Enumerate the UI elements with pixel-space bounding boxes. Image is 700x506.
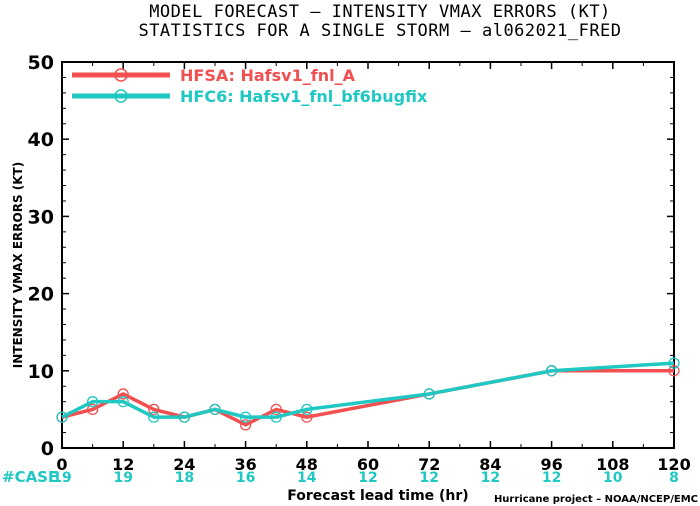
case-count: 12 xyxy=(358,470,377,486)
x-tick-label: 96 xyxy=(540,455,562,474)
x-tick-label: 84 xyxy=(479,455,501,474)
chart-title: MODEL FORECAST – INTENSITY VMAX ERRORS (… xyxy=(149,2,611,22)
data-point xyxy=(239,411,252,423)
y-tick-label: 20 xyxy=(28,284,54,306)
chart-subtitle: STATISTICS FOR A SINGLE STORM – al062021… xyxy=(138,21,622,41)
x-tick-label: 120 xyxy=(657,455,690,474)
data-point xyxy=(209,403,221,416)
data-point xyxy=(668,357,680,369)
data-point xyxy=(270,403,282,416)
case-count: 19 xyxy=(52,470,71,486)
credit-text: Hurricane project – NOAA/NCEP/EMC xyxy=(494,494,698,505)
y-tick-label: 50 xyxy=(28,52,54,74)
x-tick-label: 12 xyxy=(112,455,134,474)
y-axis-label: INTENSITY VMAX ERRORS (KT) xyxy=(11,162,25,368)
data-point xyxy=(668,365,680,377)
case-count: 12 xyxy=(419,470,438,486)
case-count: 18 xyxy=(175,470,194,486)
plot-frame xyxy=(61,61,675,449)
x-tick-label: 48 xyxy=(296,455,318,474)
legend-marker-1 xyxy=(114,68,128,82)
data-point xyxy=(423,388,435,400)
case-count: 10 xyxy=(603,470,623,486)
legend-marker-2 xyxy=(114,89,128,103)
case-count: 12 xyxy=(481,470,500,486)
data-point xyxy=(301,411,313,423)
x-tick-label: 72 xyxy=(418,455,440,474)
data-point xyxy=(270,411,282,423)
data-point xyxy=(86,396,99,408)
case-count: 8 xyxy=(669,470,679,486)
data-point xyxy=(545,365,558,377)
case-count: 14 xyxy=(297,470,317,486)
x-tick-label: 60 xyxy=(357,455,379,474)
case-count: 16 xyxy=(236,470,255,486)
data-point xyxy=(86,403,99,416)
case-count: 12 xyxy=(542,470,561,486)
x-tick-label: 108 xyxy=(596,455,629,474)
x-tick-label: 0 xyxy=(56,455,67,474)
case-label: #CASE xyxy=(2,468,58,486)
case-count: 19 xyxy=(113,470,132,486)
data-point xyxy=(301,403,313,416)
data-point xyxy=(239,419,252,431)
data-point xyxy=(56,411,68,423)
legend-label-2: HFC6: Hafsv1_fnl_bf6bugfix xyxy=(180,87,428,106)
x-axis-label: Forecast lead time (hr) xyxy=(287,488,468,504)
x-tick-label: 24 xyxy=(173,455,195,474)
data-point xyxy=(117,396,129,408)
y-tick-label: 40 xyxy=(28,129,54,151)
legend-label-1: HFSA: Hafsv1_fnl_A xyxy=(180,66,356,85)
y-tick-label: 10 xyxy=(28,361,54,383)
x-tick-label: 36 xyxy=(234,455,256,474)
data-point xyxy=(117,388,129,400)
y-tick-label: 0 xyxy=(41,438,54,460)
data-point xyxy=(148,411,160,423)
data-point xyxy=(178,411,191,423)
y-tick-label: 30 xyxy=(28,206,54,228)
data-point xyxy=(148,403,160,416)
